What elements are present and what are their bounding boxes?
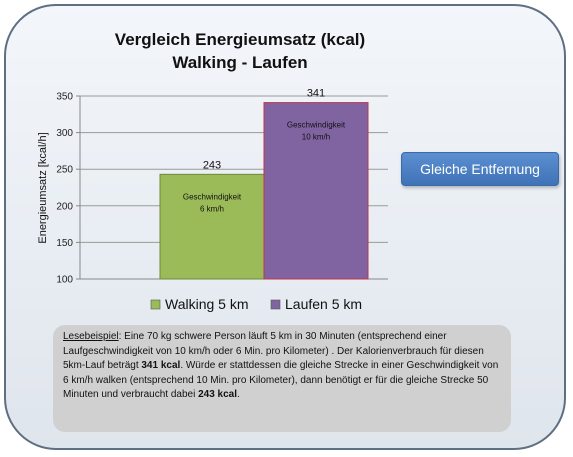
bars: 243 Geschwindigkeit 6 km/h 341 Geschwindigke… [159,88,369,280]
note-bold-2: 243 kcal [198,389,238,400]
y-tick-label-100: 100 [56,275,73,286]
legend-label-walking: Walking 5 km [165,296,249,312]
y-tick-label-150: 150 [56,238,73,249]
note-text-2: . Würde er stattdessen die gleiche Strec… [63,360,499,400]
y-axis-ticks: 100 150 200 250 300 350 [56,92,80,286]
data-label-laufen: 341 [307,88,325,100]
note-bold-1: 341 kcal [141,360,181,371]
chart-title: Vergleich Energieumsatz (kcal) Walking -… [60,28,420,74]
y-axis-label: Energieumsatz [kcal/h] [37,132,49,243]
data-label-walking: 243 [203,159,221,171]
bar-speed-value-laufen: 10 km/h [302,133,330,142]
same-distance-callout: Gleiche Entfernung [401,152,559,186]
note-lead: Lesebeispiel [63,331,119,342]
bar-speed-value-walking: 6 km/h [200,204,224,213]
y-tick-label-350: 350 [56,92,73,103]
note-text-3: . [237,389,240,400]
bar-walking [159,173,265,280]
bar-laufen [263,102,369,280]
y-tick-label-300: 300 [56,128,73,139]
legend: Walking 5 km Laufen 5 km [150,296,362,312]
legend-swatch-walking [150,299,161,310]
chart-title-line-1: Vergleich Energieumsatz (kcal) [114,30,366,49]
reading-example-note: Lesebeispiel: Eine 70 kg schwere Person … [53,325,511,432]
note-text-1: : Eine 70 kg schwere Person läuft 5 km i… [63,331,484,371]
y-tick-label-250: 250 [56,165,73,176]
y-tick-label-200: 200 [56,201,73,212]
legend-swatch-laufen [270,299,281,310]
bar-speed-label-walking: Geschwindigkeit [183,192,242,201]
bar-speed-label-laufen: Geschwindigkeit [287,121,346,130]
legend-label-laufen: Laufen 5 km [285,296,362,312]
chart-title-line-2: Walking - Laufen [172,53,308,72]
